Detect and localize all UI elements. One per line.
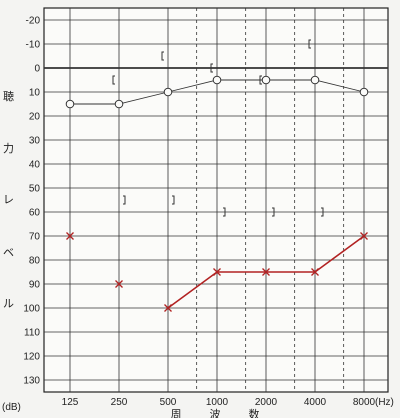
cross-marker <box>262 268 270 276</box>
circle-marker <box>163 87 173 97</box>
y-tick-label: 70 <box>29 232 41 243</box>
circle-marker <box>65 99 75 109</box>
cross-marker <box>164 304 172 312</box>
y-tick-label: 120 <box>23 352 40 363</box>
x-tick-label: 2000 <box>255 397 278 408</box>
y-tick-label: -20 <box>26 16 41 27</box>
y-tick-label: 90 <box>29 280 41 291</box>
y-tick-label: 130 <box>23 376 40 387</box>
right-bracket-marker <box>223 207 226 217</box>
cross-marker <box>115 280 123 288</box>
plot-area <box>43 7 389 393</box>
cross-marker <box>360 232 368 240</box>
x-axis-title-char: 周 <box>171 408 182 418</box>
y-tick-label: 110 <box>24 328 40 339</box>
right-bracket-marker <box>321 207 324 217</box>
y-tick-label: 80 <box>29 256 41 267</box>
left-bracket-marker <box>210 63 213 73</box>
right-bracket-marker <box>172 195 175 205</box>
y-tick-label: 40 <box>29 160 41 171</box>
x-tick-label: 4000 <box>304 397 327 408</box>
y-tick-label: 30 <box>29 136 41 147</box>
left-bracket-marker <box>259 75 262 85</box>
cross-marker <box>66 232 74 240</box>
y-axis-title-char: 力 <box>3 142 14 155</box>
y-tick-label: 60 <box>29 208 41 219</box>
circle-marker <box>359 87 369 97</box>
right-bracket-marker <box>272 207 275 217</box>
grid <box>44 8 388 392</box>
y-axis-title-char: ベ <box>3 246 14 259</box>
circle-marker <box>261 75 271 85</box>
cross-marker <box>213 268 221 276</box>
cross-marker <box>311 268 319 276</box>
x-tick-label: 8000 <box>353 397 376 408</box>
circle-marker <box>310 75 320 85</box>
x-tick-label: 1000 <box>206 397 229 408</box>
x-tick-label: 500 <box>160 397 177 408</box>
y-tick-label: 100 <box>23 304 40 315</box>
y-tick-label: 0 <box>34 64 40 75</box>
y-unit-label: (dB) <box>2 402 21 413</box>
y-tick-label: 20 <box>29 112 41 123</box>
data-marks <box>65 39 369 312</box>
tick-labels: -20 -10 0 10 20 30 40 50 60 70 80 90 100 110 120 130 (dB… <box>2 16 394 414</box>
x-tick-label: 250 <box>111 397 128 408</box>
x-tick-label: 125 <box>62 397 79 408</box>
x-unit-label: (Hz) <box>375 397 394 408</box>
circle-marker <box>114 99 124 109</box>
right-bracket-marker <box>123 195 126 205</box>
y-axis-title-char: レ <box>3 193 14 206</box>
left-bracket-marker <box>161 51 164 61</box>
y-tick-label: 50 <box>29 184 41 195</box>
x-axis-title-char: 波 <box>210 408 221 418</box>
left-bracket-marker <box>112 75 115 85</box>
y-tick-label: 10 <box>29 88 41 99</box>
circle-marker <box>212 75 222 85</box>
y-tick-label: -10 <box>26 40 41 51</box>
y-axis-title-char: 聴 <box>3 90 14 103</box>
y-axis-title-char: ル <box>3 297 14 310</box>
left-bracket-marker <box>308 39 311 49</box>
x-axis-title-char: 数 <box>249 408 260 418</box>
